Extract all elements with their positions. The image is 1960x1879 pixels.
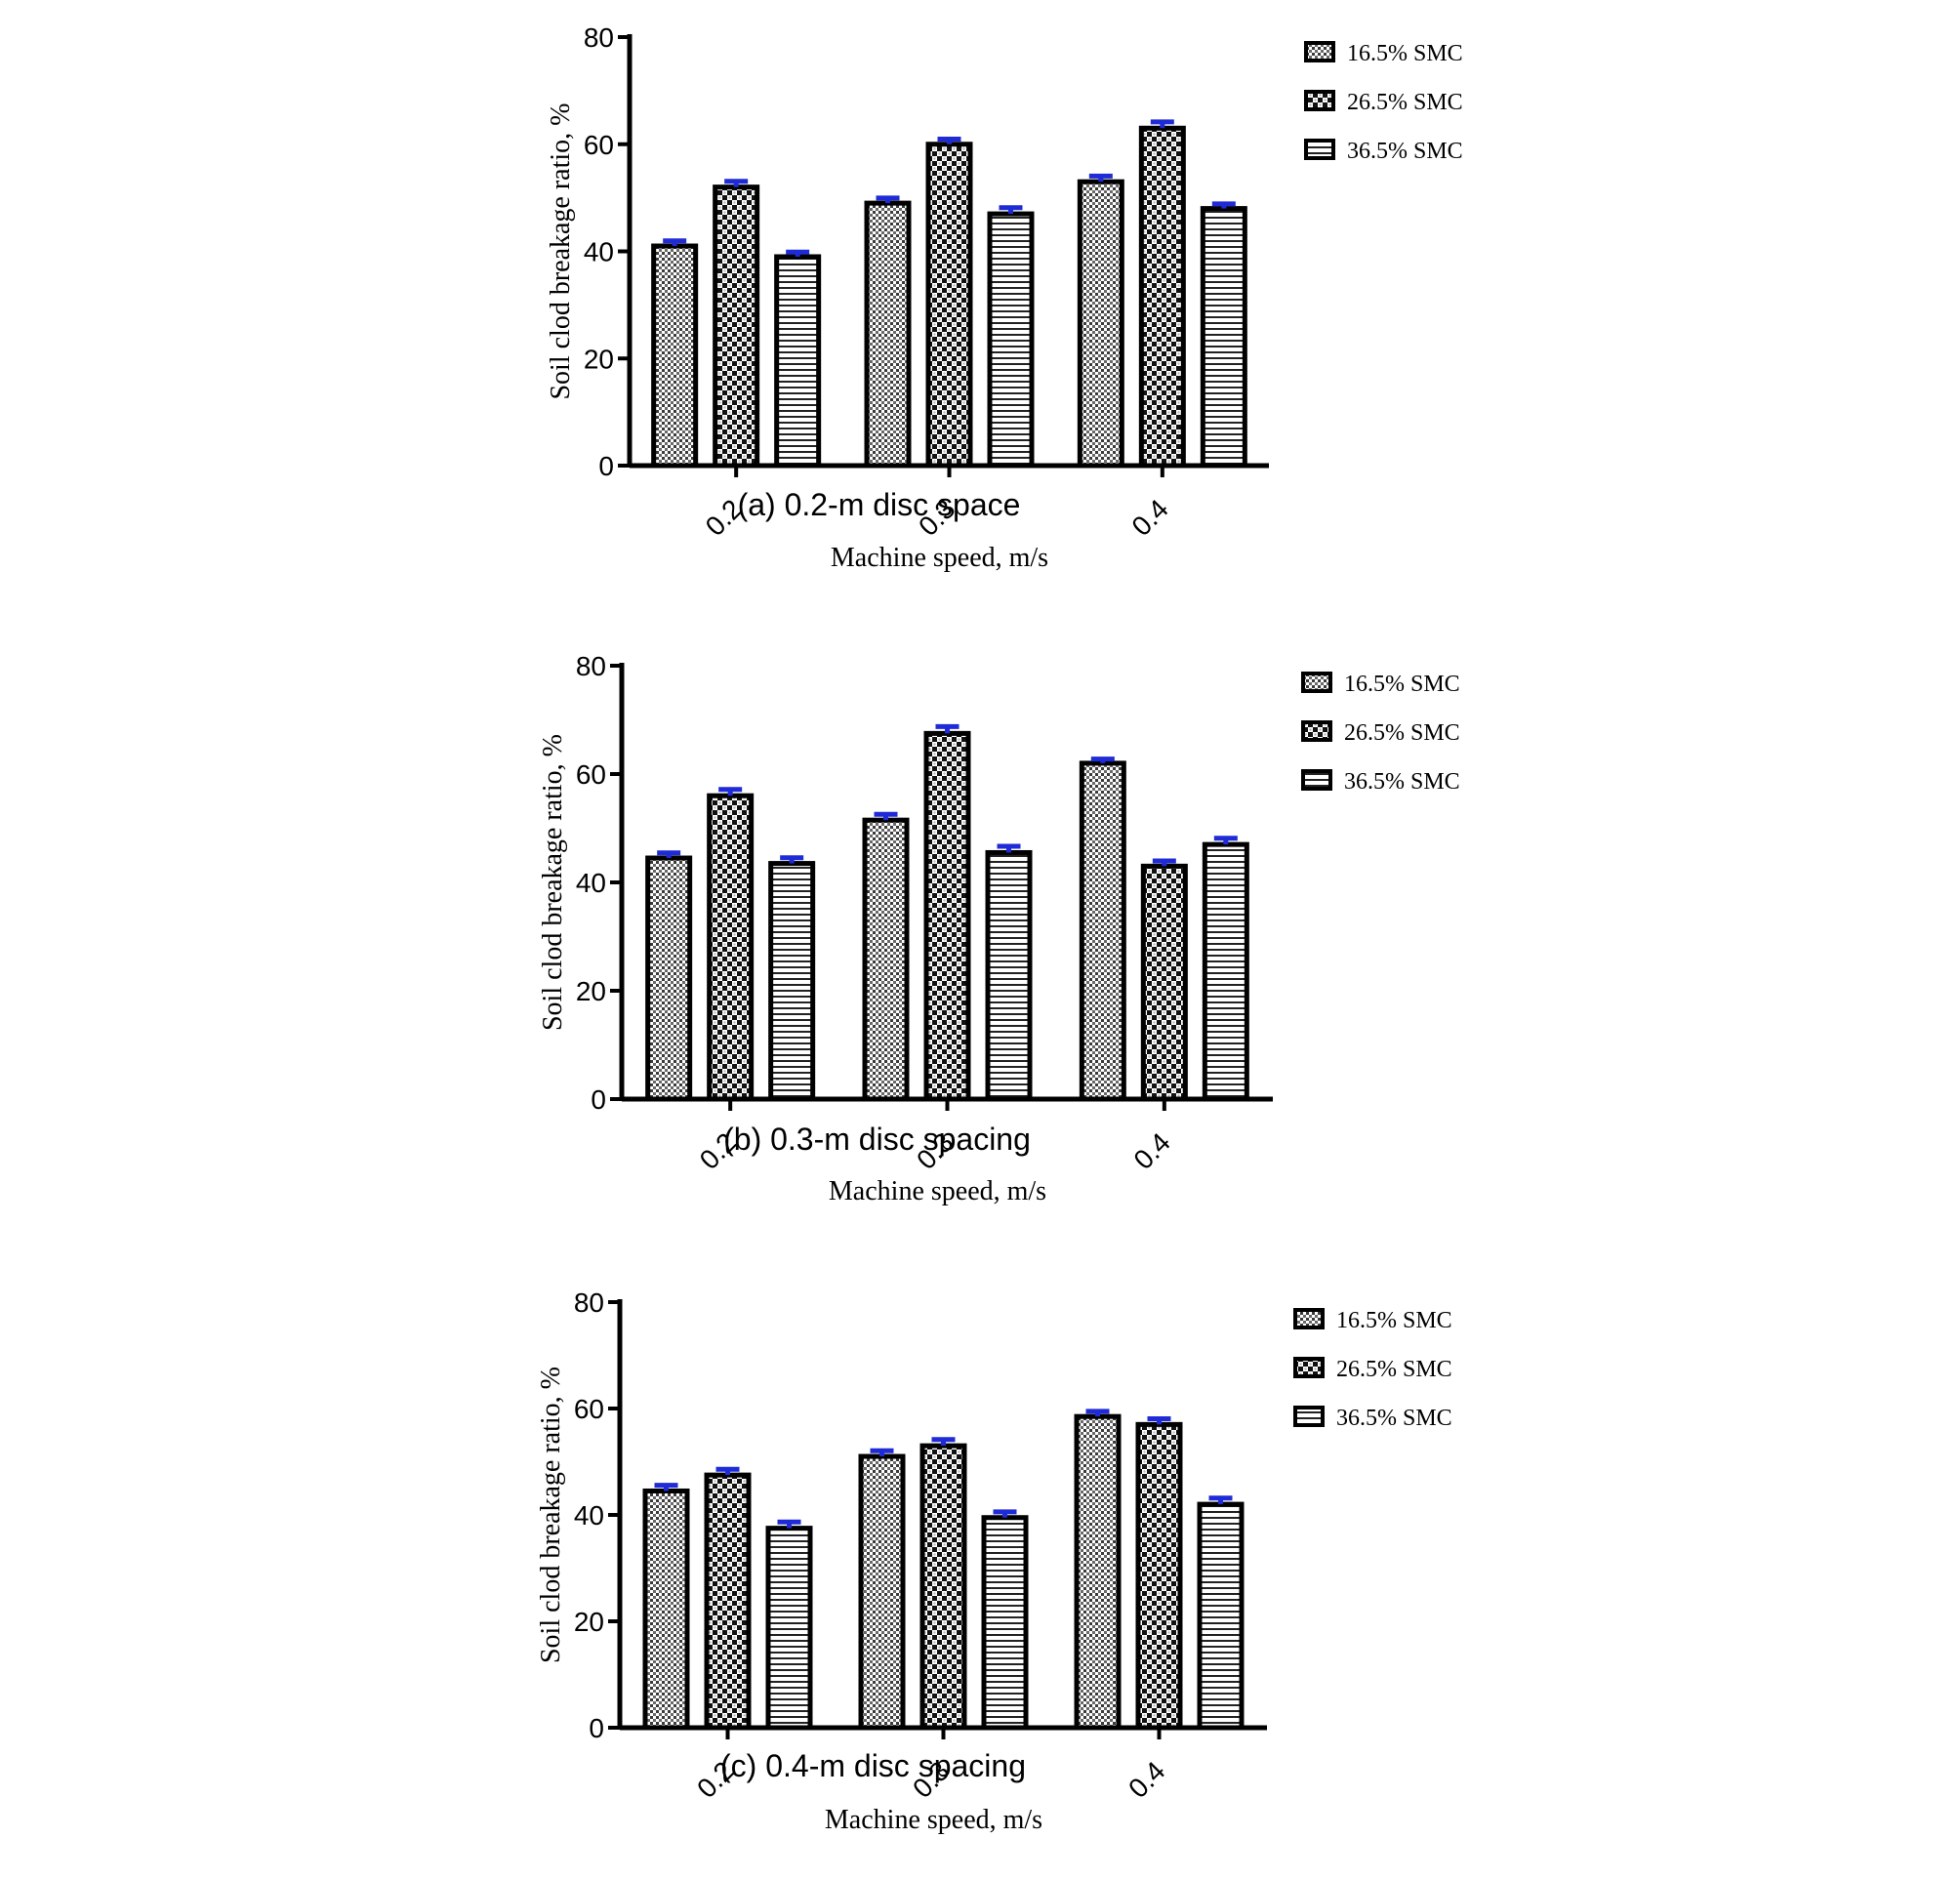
x-tick-label: 0.4	[1127, 1127, 1175, 1175]
chart-caption: (a) 0.2-m disc space	[738, 487, 1021, 522]
chart-caption: (b) 0.3-m disc spacing	[723, 1122, 1031, 1157]
x-axis-title: Machine speed, m/s	[829, 1176, 1046, 1206]
y-tick-label: 0	[591, 1084, 606, 1115]
bar	[1079, 760, 1126, 1102]
bar	[1138, 125, 1186, 469]
legend-swatch	[1301, 672, 1332, 693]
legend-label: 16.5% SMC	[1336, 1308, 1452, 1333]
bar	[707, 793, 755, 1102]
y-tick-label: 0	[598, 451, 614, 481]
x-axis-title: Machine speed, m/s	[825, 1805, 1042, 1835]
y-axis-title: Soil clod breakage ratio, %	[536, 1367, 566, 1663]
y-tick-label: 60	[574, 1394, 604, 1424]
x-axis-title: Machine speed, m/s	[831, 543, 1048, 573]
bar	[858, 1453, 906, 1731]
bar	[919, 1443, 967, 1731]
y-tick-label: 40	[584, 237, 614, 267]
y-tick-label: 80	[576, 651, 606, 681]
y-tick-label: 60	[584, 130, 614, 160]
y-tick-label: 40	[574, 1500, 604, 1531]
y-tick-label: 20	[574, 1607, 604, 1637]
y-tick-label: 20	[584, 344, 614, 374]
legend-swatch	[1301, 769, 1332, 791]
y-axis-title: Soil clod breakage ratio, %	[546, 102, 576, 399]
bar	[925, 142, 973, 469]
legend: 16.5% SMC 26.5% SMC 36.5% SMC	[1293, 1308, 1452, 1431]
legend-label: 16.5% SMC	[1347, 41, 1463, 66]
bar	[981, 1515, 1029, 1731]
legend-swatch	[1304, 139, 1335, 160]
bar	[651, 243, 699, 469]
bar	[1077, 179, 1124, 469]
y-tick-label: 20	[576, 976, 606, 1006]
y-tick-label: 40	[576, 868, 606, 898]
legend-label: 26.5% SMC	[1347, 90, 1463, 115]
legend-swatch	[1304, 41, 1335, 62]
bar	[774, 254, 822, 469]
bar	[1135, 1421, 1183, 1731]
legend-label: 36.5% SMC	[1347, 139, 1463, 164]
legend-swatch	[1301, 720, 1332, 742]
bar	[642, 1488, 690, 1731]
bar	[768, 861, 816, 1102]
bar	[645, 855, 693, 1102]
y-axis-title: Soil clod breakage ratio, %	[538, 734, 568, 1031]
legend-label: 36.5% SMC	[1336, 1406, 1452, 1431]
bar	[1197, 1501, 1245, 1731]
legend-swatch	[1293, 1406, 1325, 1427]
bar	[987, 211, 1035, 469]
bar	[704, 1472, 752, 1731]
legend-label: 26.5% SMC	[1344, 720, 1460, 746]
bar	[713, 184, 760, 469]
legend: 16.5% SMC 26.5% SMC 36.5% SMC	[1304, 41, 1463, 164]
bar	[923, 730, 971, 1102]
x-tick-label: 0.4	[1125, 494, 1173, 542]
legend-label: 36.5% SMC	[1344, 769, 1460, 795]
bar	[765, 1526, 813, 1731]
legend-swatch	[1293, 1308, 1325, 1329]
legend: 16.5% SMC 26.5% SMC 36.5% SMC	[1301, 672, 1460, 795]
bar	[985, 849, 1033, 1102]
bar	[1202, 841, 1249, 1102]
x-tick-label: 0.4	[1123, 1756, 1170, 1804]
legend-label: 16.5% SMC	[1344, 672, 1460, 697]
legend-label: 26.5% SMC	[1336, 1357, 1452, 1382]
legend-swatch	[1293, 1357, 1325, 1378]
bar	[1140, 863, 1188, 1102]
y-tick-label: 0	[589, 1713, 604, 1743]
bar	[1200, 206, 1247, 469]
chart-caption: (c) 0.4-m disc spacing	[720, 1748, 1026, 1783]
bar	[864, 200, 912, 469]
bar	[1074, 1413, 1122, 1731]
legend-swatch	[1304, 90, 1335, 111]
y-tick-label: 80	[584, 22, 614, 53]
bar	[862, 817, 910, 1102]
y-tick-label: 80	[574, 1287, 604, 1318]
y-tick-label: 60	[576, 759, 606, 790]
